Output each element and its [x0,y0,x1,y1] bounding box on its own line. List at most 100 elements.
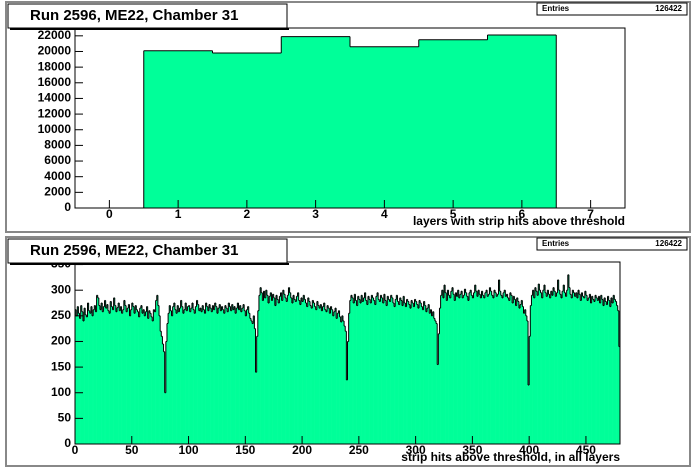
bar [96,295,99,444]
bar [403,296,405,444]
bar [402,305,404,444]
bar [563,285,565,444]
bar [145,311,147,444]
bar [255,372,257,444]
bar [274,305,277,444]
bar [540,292,542,444]
bar [492,297,495,444]
bar [307,297,310,444]
bar [193,309,195,444]
bar [299,304,302,444]
bar [606,304,608,444]
bar [604,297,606,444]
bar [248,313,251,444]
bar [568,287,571,444]
bar [224,305,227,444]
bar [222,309,225,444]
bar [513,296,515,444]
bar [87,303,89,444]
bar [147,318,150,444]
bar [416,304,419,444]
bar [574,296,577,444]
bar [196,300,198,444]
bar [564,292,566,444]
y-tick-label: 12000 [38,106,72,120]
bar [164,392,167,444]
bar [570,294,572,444]
bar [346,379,348,444]
bar [467,300,470,444]
bar [430,309,432,444]
bar [350,295,353,444]
bar [504,290,506,444]
bar [236,308,238,444]
x-tick-label: 450 [576,443,596,457]
bar [199,308,202,444]
bar [400,300,403,444]
bar [517,301,520,444]
bar [523,313,525,444]
bar [473,292,475,444]
bar [577,290,580,444]
bar [85,314,87,444]
bar [333,311,336,444]
bar [342,320,345,444]
bar [219,304,221,444]
bar [237,303,239,444]
stats-value: 126422 [655,4,682,13]
bar [582,296,584,444]
bar [231,304,234,444]
bar [479,294,481,444]
bar [241,308,244,444]
bar [531,295,533,444]
bar [293,295,295,444]
bar [201,311,203,444]
bar [214,303,217,444]
bar [327,305,329,444]
bar [138,316,141,444]
bar [418,39,488,208]
bar [420,303,422,444]
bar [457,290,460,444]
bar [148,310,151,444]
bar [157,305,160,444]
x-tick-label: 1 [175,207,182,221]
bar [112,309,114,444]
bar [560,297,563,444]
bar [162,344,164,444]
bar [487,35,557,208]
bar [562,291,564,444]
bar [455,292,457,444]
bar [279,296,281,444]
bar [187,306,189,444]
bar [77,306,79,444]
plot-border [74,261,621,445]
bar [331,309,334,444]
bar [257,310,260,444]
x-tick-label: 400 [519,443,539,457]
bar [159,315,161,444]
bar [358,299,361,444]
x-tick-label: 0 [106,207,113,221]
y-tick-label: 2000 [44,185,71,199]
bar [391,297,394,444]
bar [303,295,305,444]
bar [124,305,127,444]
bar [565,296,567,444]
bar [362,301,364,444]
bar [168,313,170,444]
bar [253,315,255,444]
bar [451,287,454,444]
bar [539,290,541,444]
bar [608,300,611,444]
bar [188,305,190,444]
bar [363,297,365,444]
bar [75,309,77,444]
bar [587,300,589,444]
bar [520,304,522,444]
bar [445,292,447,444]
bar [260,287,262,444]
bar [283,294,286,444]
bar [281,36,351,208]
bar [482,295,485,444]
